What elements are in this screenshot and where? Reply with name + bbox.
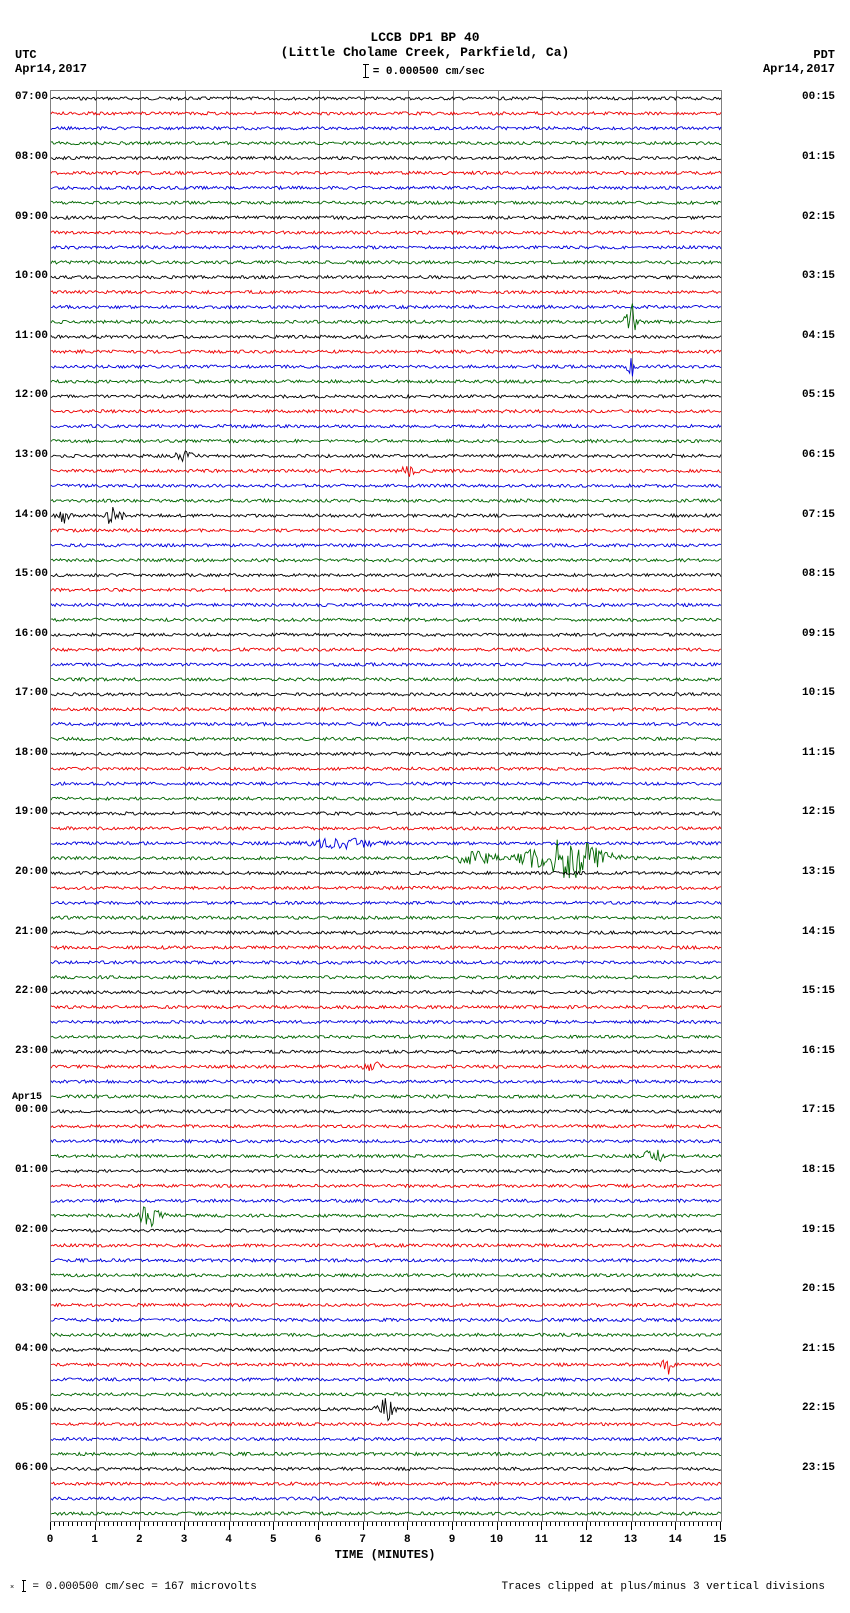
- date-right: Apr14,2017: [763, 62, 835, 76]
- timezone-left: UTC: [15, 48, 37, 62]
- local-time-label: 00:15: [802, 91, 835, 103]
- utc-time-label: 06:00: [15, 1462, 48, 1474]
- left-time-labels: 07:00 08:00 09:00 10:00 11:00 12:00 13:00 14:00…: [5, 90, 50, 1520]
- utc-time-label: 14:00: [15, 509, 48, 521]
- local-time-label: 18:15: [802, 1164, 835, 1176]
- utc-time-label: 15:00: [15, 568, 48, 580]
- x-tick-label: 13: [624, 1534, 637, 1546]
- station-title: LCCB DP1 BP 40: [0, 0, 850, 45]
- utc-time-label: 07:00: [15, 91, 48, 103]
- local-time-label: 22:15: [802, 1402, 835, 1414]
- utc-time-label: 04:00: [15, 1343, 48, 1355]
- utc-time-label: 03:00: [15, 1283, 48, 1295]
- local-time-label: 03:15: [802, 270, 835, 282]
- x-tick-label: 4: [225, 1534, 232, 1546]
- local-time-label: 04:15: [802, 330, 835, 342]
- local-time-label: 13:15: [802, 866, 835, 878]
- utc-time-label: 09:00: [15, 211, 48, 223]
- local-time-label: 02:15: [802, 211, 835, 223]
- date-left: Apr14,2017: [15, 62, 87, 76]
- x-tick-label: 7: [359, 1534, 366, 1546]
- station-subtitle: (Little Cholame Creek, Parkfield, Ca): [0, 45, 850, 60]
- utc-time-label: 08:00: [15, 151, 48, 163]
- local-time-label: 08:15: [802, 568, 835, 580]
- scale-indicator: = 0.000500 cm/sec: [0, 65, 850, 78]
- local-time-label: 16:15: [802, 1045, 835, 1057]
- local-time-label: 23:15: [802, 1462, 835, 1474]
- x-tick-label: 2: [136, 1534, 143, 1546]
- local-time-label: 12:15: [802, 806, 835, 818]
- utc-time-label: 00:00: [15, 1104, 48, 1116]
- right-time-labels: 00:15 01:15 02:15 03:15 04:15 05:15 06:15 07:15…: [800, 90, 845, 1520]
- utc-time-label: 02:00: [15, 1224, 48, 1236]
- local-time-label: 10:15: [802, 687, 835, 699]
- x-tick-label: 0: [47, 1534, 54, 1546]
- local-time-label: 05:15: [802, 389, 835, 401]
- utc-time-label: 01:00: [15, 1164, 48, 1176]
- local-time-label: 19:15: [802, 1224, 835, 1236]
- local-time-label: 21:15: [802, 1343, 835, 1355]
- utc-time-label: 05:00: [15, 1402, 48, 1414]
- local-time-label: 11:15: [802, 747, 835, 759]
- x-tick-label: 8: [404, 1534, 411, 1546]
- x-tick-label: 11: [535, 1534, 548, 1546]
- local-time-label: 20:15: [802, 1283, 835, 1295]
- x-tick-label: 10: [490, 1534, 503, 1546]
- footer-scale: × = 0.000500 cm/sec = 167 microvolts: [10, 1581, 257, 1593]
- x-tick-label: 6: [315, 1534, 322, 1546]
- utc-time-label: 22:00: [15, 985, 48, 997]
- utc-time-label: 21:00: [15, 926, 48, 938]
- day-rollover-marker: Apr15: [12, 1092, 42, 1103]
- local-time-label: 07:15: [802, 509, 835, 521]
- x-tick-label: 5: [270, 1534, 277, 1546]
- utc-time-label: 23:00: [15, 1045, 48, 1057]
- scale-text: = 0.000500 cm/sec: [373, 66, 485, 78]
- local-time-label: 17:15: [802, 1104, 835, 1116]
- local-time-label: 15:15: [802, 985, 835, 997]
- footer-clip-note: Traces clipped at plus/minus 3 vertical …: [502, 1581, 825, 1593]
- utc-time-label: 19:00: [15, 806, 48, 818]
- local-time-label: 01:15: [802, 151, 835, 163]
- timezone-right: PDT: [813, 48, 835, 62]
- local-time-label: 09:15: [802, 628, 835, 640]
- local-time-label: 06:15: [802, 449, 835, 461]
- x-axis: TIME (MINUTES) 0123456789101112131415: [50, 1522, 720, 1562]
- utc-time-label: 11:00: [15, 330, 48, 342]
- x-tick-label: 3: [181, 1534, 188, 1546]
- seismogram-plot: [50, 90, 722, 1522]
- x-tick-label: 14: [669, 1534, 682, 1546]
- x-tick-label: 15: [713, 1534, 726, 1546]
- utc-time-label: 17:00: [15, 687, 48, 699]
- seismic-trace: [51, 91, 721, 1521]
- utc-time-label: 18:00: [15, 747, 48, 759]
- utc-time-label: 13:00: [15, 449, 48, 461]
- x-axis-title: TIME (MINUTES): [335, 1548, 436, 1562]
- utc-time-label: 12:00: [15, 389, 48, 401]
- utc-time-label: 16:00: [15, 628, 48, 640]
- seismogram-container: UTC Apr14,2017 PDT Apr14,2017 LCCB DP1 B…: [0, 0, 850, 1613]
- x-tick-label: 12: [579, 1534, 592, 1546]
- x-tick-label: 9: [449, 1534, 456, 1546]
- x-tick-label: 1: [91, 1534, 98, 1546]
- local-time-label: 14:15: [802, 926, 835, 938]
- utc-time-label: 20:00: [15, 866, 48, 878]
- utc-time-label: 10:00: [15, 270, 48, 282]
